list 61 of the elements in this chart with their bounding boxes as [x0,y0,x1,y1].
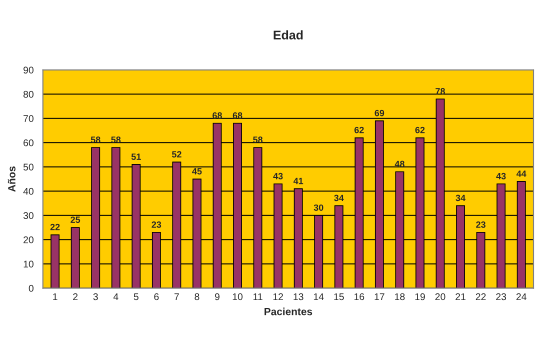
y-tick-label: 50 [23,164,34,171]
y-tick-label: 0 [28,284,34,292]
data-label: 62 [354,126,364,134]
data-label: 44 [516,170,526,177]
x-tick-label: 3 [93,293,98,300]
data-label: 68 [212,112,222,119]
x-tick-label: 21 [456,293,466,300]
x-tick-label: 5 [134,293,138,300]
data-label: 62 [415,126,425,134]
y-tick-label: 60 [24,139,34,146]
x-tick-label: 1 [53,293,58,300]
x-tick-label: 16 [354,293,364,300]
x-tick-label: 11 [253,293,262,300]
y-tick-label: 90 [24,66,34,74]
data-label: 58 [90,136,100,143]
data-label: 30 [314,204,324,211]
x-tick-label: 14 [314,293,324,300]
data-label: 22 [50,224,60,230]
data-label: 41 [293,178,304,184]
data-label: 51 [131,154,141,160]
data-label: 58 [111,136,121,143]
data-label: 23 [152,221,162,228]
x-tick-label: 6 [154,293,159,300]
data-label: 48 [394,160,404,168]
x-tick-label: 20 [435,293,446,300]
x-tick-label: 10 [232,293,243,300]
x-tick-label: 23 [496,293,506,300]
x-tick-label: 4 [113,293,118,300]
y-tick-label: 30 [23,212,34,220]
y-tick-label: 80 [23,90,34,98]
data-label: 34 [456,194,466,202]
x-tick-label: 24 [516,293,526,300]
x-axis-title: Pacientes [264,308,312,316]
data-label: 25 [70,216,80,223]
x-tick-label: 9 [215,293,220,300]
x-tick-label: 13 [294,293,304,300]
y-tick-label: 40 [23,188,34,195]
data-label: 69 [374,110,384,116]
x-tick-label: 12 [273,293,283,300]
y-axis-title: Años [8,166,16,192]
data-label: 52 [172,151,182,158]
x-tick-label: 15 [334,293,344,300]
data-label: 43 [496,172,506,180]
y-tick-label: 70 [24,115,34,122]
x-tick-label: 17 [374,293,384,300]
data-label: 68 [232,112,242,119]
x-tick-label: 22 [476,293,486,300]
data-label: 45 [192,168,202,174]
data-label: 34 [334,194,344,202]
chart-title: Edad [274,30,303,40]
x-tick-label: 7 [174,293,179,300]
x-tick-label: 2 [73,293,78,300]
data-label: 23 [476,221,486,228]
x-tick-label: 19 [415,293,425,300]
x-tick-label: 18 [395,293,405,300]
data-label: 78 [436,88,445,94]
y-tick-label: 10 [24,260,34,268]
x-tick-label: 8 [194,293,200,300]
data-label: 58 [253,136,263,143]
data-label: 43 [273,172,283,180]
y-tick-label: 20 [24,236,34,244]
